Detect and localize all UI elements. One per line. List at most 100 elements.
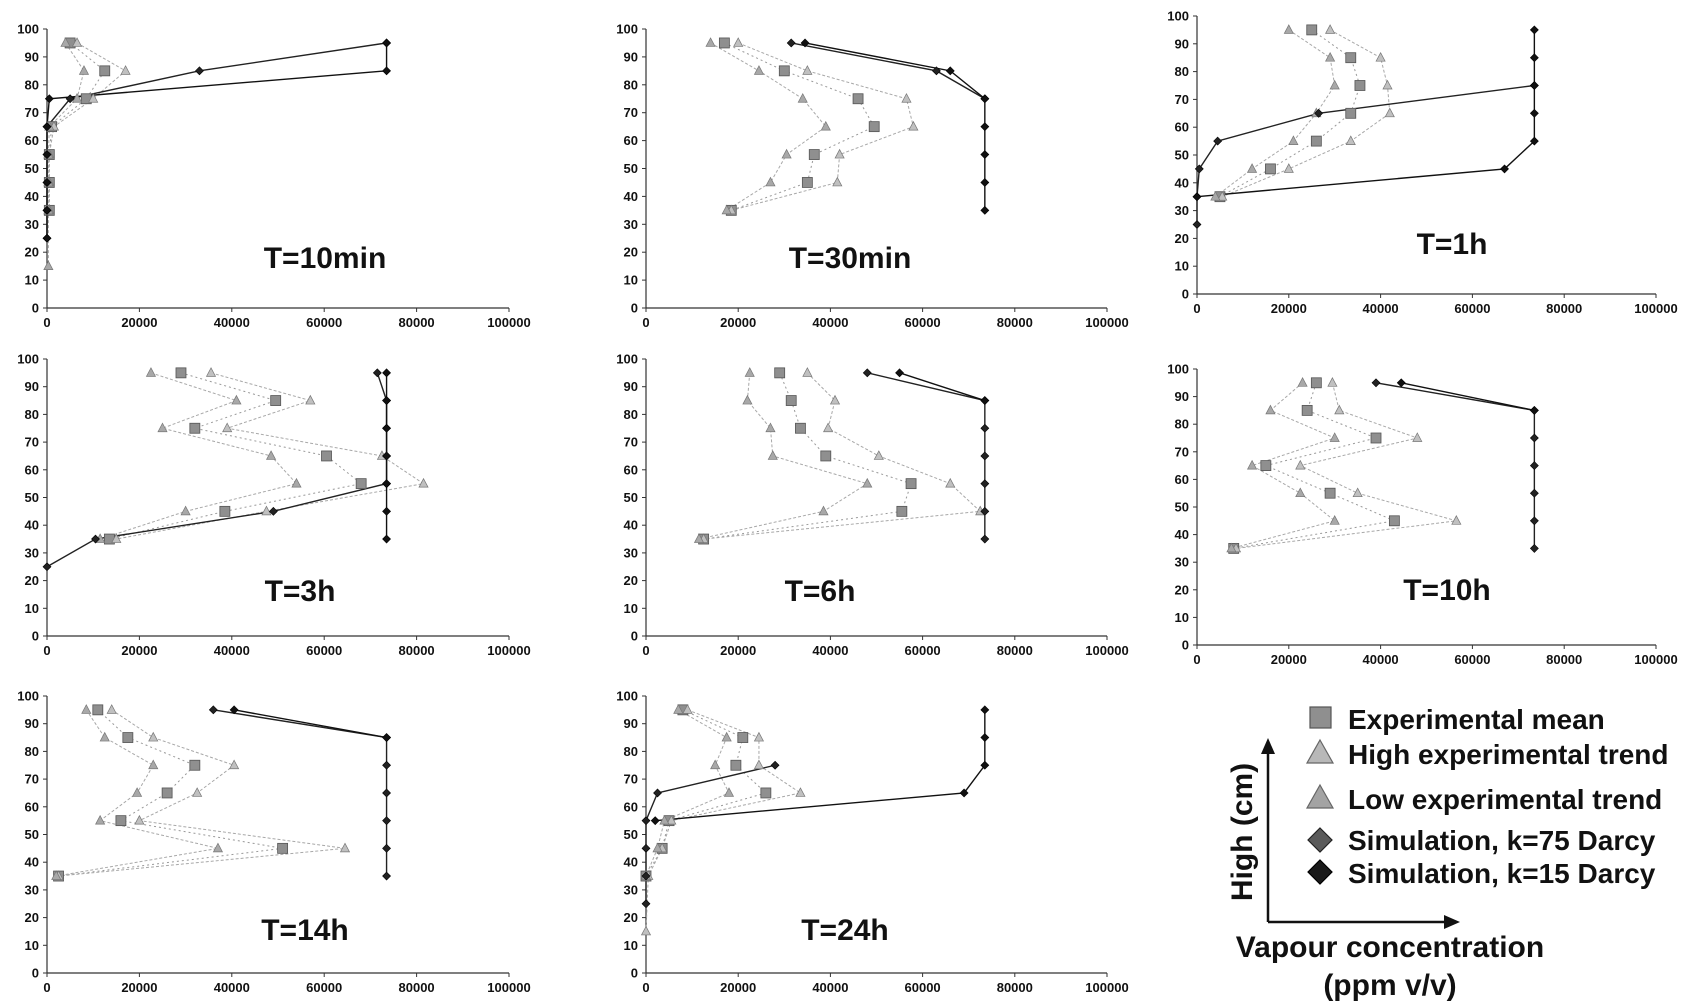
data-point-triangle [111, 533, 122, 543]
data-point-triangle [640, 925, 652, 936]
data-point-square [760, 787, 772, 799]
series-line [48, 42, 127, 211]
data-point-diamond [1314, 108, 1324, 118]
y-tick-label: 70 [25, 105, 39, 120]
data-point-triangle [765, 422, 776, 433]
y-tick-label: 60 [25, 133, 39, 148]
data-point-square [795, 422, 806, 434]
y-tick-label: 0 [32, 966, 39, 981]
data-point-square [718, 37, 730, 49]
y-tick-label: 90 [25, 379, 39, 394]
y-tick-label: 40 [624, 855, 638, 870]
data-point-diamond [980, 396, 990, 405]
chart-panel: 0 10 20 30 40 50 60 70 80 90 100 0 20000 40000 60000 80… [1167, 9, 1677, 317]
data-point-triangle [1329, 515, 1340, 525]
data-point-diamond [382, 871, 391, 881]
y-tick-label: 100 [17, 689, 39, 704]
series-line [655, 709, 986, 822]
y-axis-label: High (cm) [1226, 763, 1259, 901]
x-tick-label: 0 [642, 643, 649, 658]
y-tick-label: 80 [624, 744, 638, 759]
data-point-triangle [1334, 404, 1345, 415]
data-point-square [1306, 24, 1318, 36]
data-point-triangle [908, 120, 919, 131]
series-line [1233, 382, 1397, 549]
data-point-triangle [1265, 404, 1276, 415]
y-tick-label: 20 [1175, 231, 1189, 246]
data-point-diamond [382, 451, 391, 461]
data-point-diamond [382, 66, 391, 76]
series-line [791, 42, 986, 100]
data-point-diamond [382, 534, 391, 544]
data-point-triangle [81, 704, 92, 714]
y-tick-label: 60 [624, 462, 638, 477]
data-point-square [852, 93, 864, 105]
data-point-diamond [1194, 164, 1204, 174]
x-tick-label: 20000 [121, 315, 157, 330]
data-point-diamond [268, 506, 278, 516]
y-tick-label: 50 [1175, 500, 1189, 515]
data-point-triangle [305, 394, 316, 405]
data-point-triangle [1345, 135, 1356, 145]
x-tick-label: 40000 [1363, 301, 1399, 316]
legend-marker-diamond [1307, 859, 1333, 885]
legend-marker-square [1309, 706, 1332, 729]
data-point-square [122, 732, 134, 743]
data-point-triangle [88, 93, 99, 103]
y-tick-label: 70 [1175, 92, 1189, 107]
x-tick-label: 20000 [121, 643, 157, 658]
data-point-diamond [980, 506, 990, 516]
data-point-square [1301, 404, 1313, 416]
legend-item-low-experimental-trend: Low experimental trend [1305, 783, 1662, 815]
data-point-diamond [382, 816, 391, 826]
y-tick-label: 50 [1175, 148, 1189, 163]
y-tick-label: 70 [624, 772, 638, 787]
data-point-triangle [765, 176, 776, 187]
x-tick-label: 100000 [487, 315, 530, 330]
data-point-square [1265, 163, 1276, 175]
x-tick-label: 20000 [121, 980, 157, 995]
data-point-triangle [744, 367, 755, 377]
x-tick-label: 80000 [399, 980, 435, 995]
y-tick-label: 70 [25, 435, 39, 450]
data-point-diamond [1529, 136, 1539, 146]
data-point-diamond [382, 506, 391, 516]
data-point-diamond [382, 368, 391, 378]
y-tick-label: 70 [624, 435, 638, 450]
y-tick-label: 60 [25, 462, 39, 477]
chart-title: T=24h [801, 914, 889, 947]
series-line [46, 42, 388, 239]
data-point-triangle [212, 842, 224, 853]
data-point-square [801, 177, 813, 188]
y-tick-label: 10 [1175, 259, 1189, 274]
data-point-triangle [802, 65, 813, 75]
series-line [46, 42, 387, 239]
data-point-diamond [653, 788, 662, 798]
data-point-diamond [862, 368, 872, 378]
data-point-triangle [418, 477, 429, 488]
data-point-diamond [44, 94, 54, 104]
data-point-diamond [786, 38, 796, 48]
data-point-triangle [753, 65, 765, 75]
data-point-diamond [1529, 516, 1539, 526]
chart-panel: 0 10 20 30 40 50 60 70 80 90 100 0 20000 40000 60000 80… [616, 689, 1128, 996]
series-line [58, 709, 346, 877]
data-point-diamond [1529, 488, 1539, 498]
x-tick-label: 40000 [812, 980, 848, 995]
data-point-triangle [1295, 487, 1306, 498]
x-tick-label: 0 [1193, 652, 1200, 667]
data-point-diamond [980, 534, 990, 544]
data-point-triangle [231, 394, 242, 405]
data-point-triangle [781, 148, 792, 159]
series-line [698, 372, 869, 540]
data-point-triangle [693, 533, 705, 543]
y-tick-label: 30 [1175, 555, 1189, 570]
data-point-triangle [682, 704, 693, 714]
data-point-diamond [650, 816, 660, 826]
x-axis-label-line2: (ppm v/v) [1323, 969, 1456, 1002]
y-tick-label: 60 [1175, 120, 1189, 135]
x-tick-label: 80000 [399, 643, 435, 658]
data-point-diamond [229, 705, 239, 715]
y-tick-label: 100 [1167, 362, 1189, 377]
